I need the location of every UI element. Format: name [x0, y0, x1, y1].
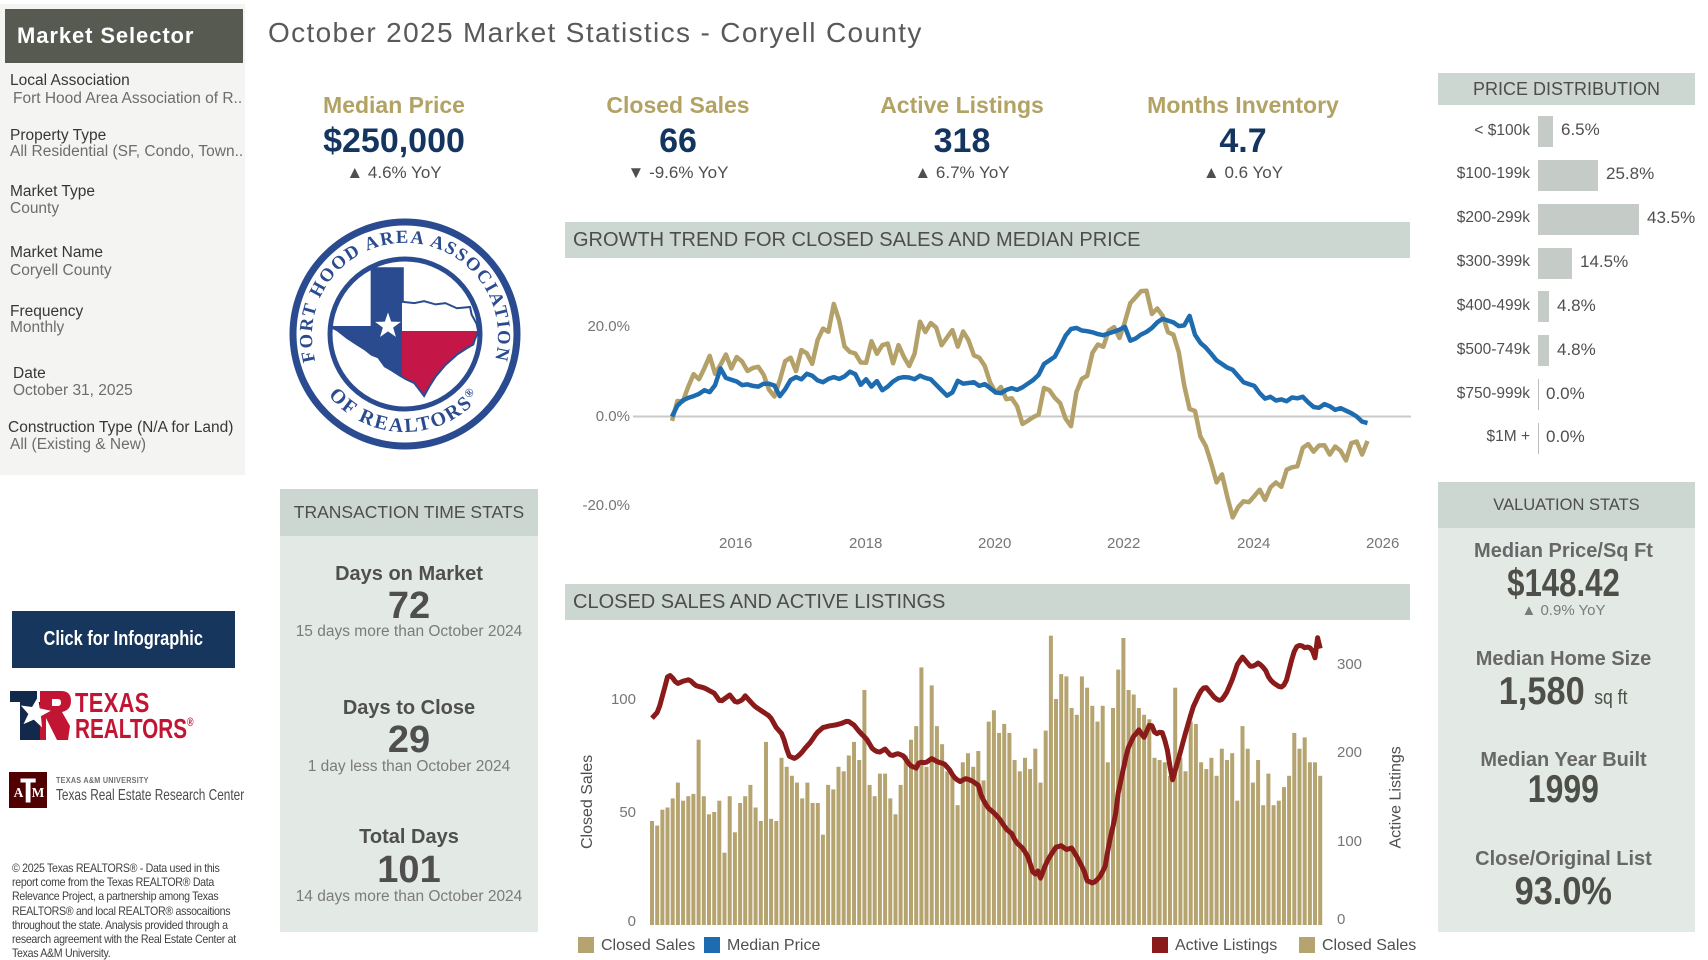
- svg-text:M: M: [32, 785, 45, 800]
- svg-text:A: A: [14, 785, 24, 800]
